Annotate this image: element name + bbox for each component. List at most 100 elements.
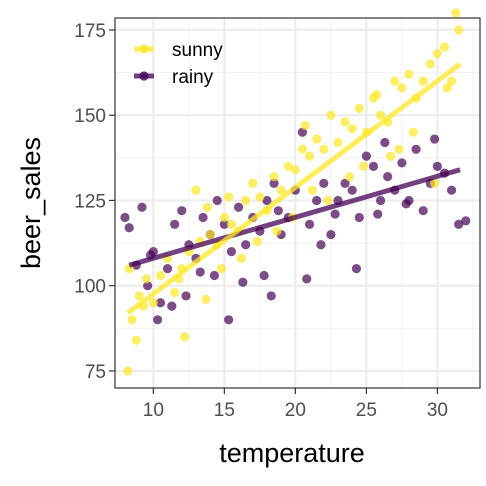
data-point-rainy: [330, 209, 340, 219]
data-point-sunny: [205, 229, 215, 240]
data-point-rainy: [170, 219, 180, 229]
data-point-sunny: [323, 195, 333, 206]
data-point-sunny: [347, 124, 357, 134]
data-point-rainy: [354, 212, 364, 223]
data-point-sunny: [304, 151, 315, 161]
y-tick-label: 150: [74, 106, 106, 127]
data-point-sunny: [439, 42, 450, 52]
data-point-rainy: [162, 264, 173, 274]
data-point-rainy: [351, 264, 362, 274]
data-point-rainy: [195, 267, 205, 277]
data-point-rainy: [429, 134, 440, 144]
data-point-rainy: [411, 144, 421, 154]
data-point-sunny: [248, 178, 258, 188]
data-point-sunny: [131, 335, 141, 345]
data-point-sunny: [429, 178, 440, 188]
data-point-sunny: [155, 270, 166, 281]
data-point-rainy: [262, 195, 272, 206]
x-tick-label: 10: [143, 400, 164, 421]
data-point-sunny: [354, 103, 364, 113]
data-point-rainy: [181, 291, 191, 301]
data-point-sunny: [191, 185, 201, 195]
x-tick-label: 25: [356, 400, 377, 421]
data-point-rainy: [233, 202, 244, 212]
trend-line-rainy: [128, 167, 461, 268]
data-point-sunny: [333, 137, 343, 148]
data-point-rainy: [418, 206, 428, 216]
data-point-rainy: [266, 291, 276, 301]
data-point-sunny: [326, 110, 336, 120]
panel-border: [114, 17, 481, 389]
data-point-sunny: [241, 195, 251, 206]
data-point-sunny: [290, 165, 300, 175]
data-point-rainy: [226, 246, 237, 257]
data-point-rainy: [241, 240, 251, 250]
data-point-sunny: [219, 212, 229, 223]
data-point-rainy: [198, 212, 208, 223]
data-point-sunny: [269, 171, 279, 182]
data-point-sunny: [454, 25, 464, 35]
data-point-rainy: [219, 219, 229, 229]
data-point-sunny: [179, 332, 190, 342]
legend-key-point-rainy: [139, 71, 149, 81]
data-point-rainy: [446, 185, 457, 195]
data-point-sunny: [446, 76, 457, 86]
data-point-sunny: [451, 8, 461, 18]
legend-key-point-sunny: [139, 44, 149, 54]
data-point-sunny: [300, 120, 310, 131]
data-point-rainy: [153, 315, 163, 325]
data-point-rainy: [383, 171, 393, 182]
data-point-rainy: [143, 281, 153, 291]
data-point-rainy: [137, 202, 147, 212]
data-point-rainy: [401, 199, 411, 209]
data-point-sunny: [344, 171, 354, 182]
data-point-rainy: [461, 216, 471, 226]
data-point-sunny: [134, 291, 144, 301]
data-point-sunny: [276, 185, 286, 195]
data-point-rainy: [361, 151, 371, 161]
data-point-sunny: [375, 110, 386, 120]
grid-major: [115, 18, 480, 388]
data-point-rainy: [326, 229, 336, 240]
data-point-rainy: [120, 212, 130, 223]
data-point-rainy: [212, 195, 222, 206]
data-point-sunny: [252, 236, 262, 246]
data-point-rainy: [302, 274, 312, 284]
data-point-sunny: [397, 83, 407, 93]
data-point-rainy: [312, 195, 322, 206]
y-tick-label: 100: [74, 277, 106, 298]
data-point-sunny: [272, 226, 282, 236]
y-tick-label: 125: [74, 191, 106, 212]
x-tick-label: 20: [285, 400, 306, 421]
data-point-sunny: [404, 69, 414, 79]
legend-label-sunny: sunny: [172, 40, 223, 61]
data-point-sunny: [236, 253, 247, 264]
data-point-sunny: [394, 144, 404, 154]
grid-minor: [115, 18, 480, 388]
data-point-rainy: [397, 158, 407, 168]
data-point-sunny: [224, 192, 234, 202]
data-point-rainy: [368, 161, 379, 171]
data-point-rainy: [209, 270, 220, 281]
data-point-rainy: [259, 270, 269, 281]
x-axis-title: temperature: [219, 438, 365, 468]
data-point-sunny: [319, 144, 329, 154]
legend-label-rainy: rainy: [172, 67, 214, 88]
trend-line-sunny: [126, 62, 462, 315]
data-point-rainy: [316, 240, 326, 250]
data-point-rainy: [124, 223, 134, 233]
data-point-sunny: [312, 134, 322, 144]
data-point-sunny: [202, 202, 212, 212]
data-point-sunny: [148, 298, 158, 308]
y-tick-label: 175: [74, 21, 106, 42]
data-point-rainy: [319, 178, 329, 188]
data-point-rainy: [432, 161, 442, 171]
data-point-rainy: [375, 195, 386, 206]
data-point-sunny: [408, 127, 418, 137]
data-point-sunny: [307, 185, 318, 195]
y-axis-title: beer_sales: [16, 137, 46, 269]
data-point-sunny: [297, 144, 308, 154]
data-point-sunny: [255, 192, 265, 202]
y-tick-label: 75: [85, 362, 106, 383]
